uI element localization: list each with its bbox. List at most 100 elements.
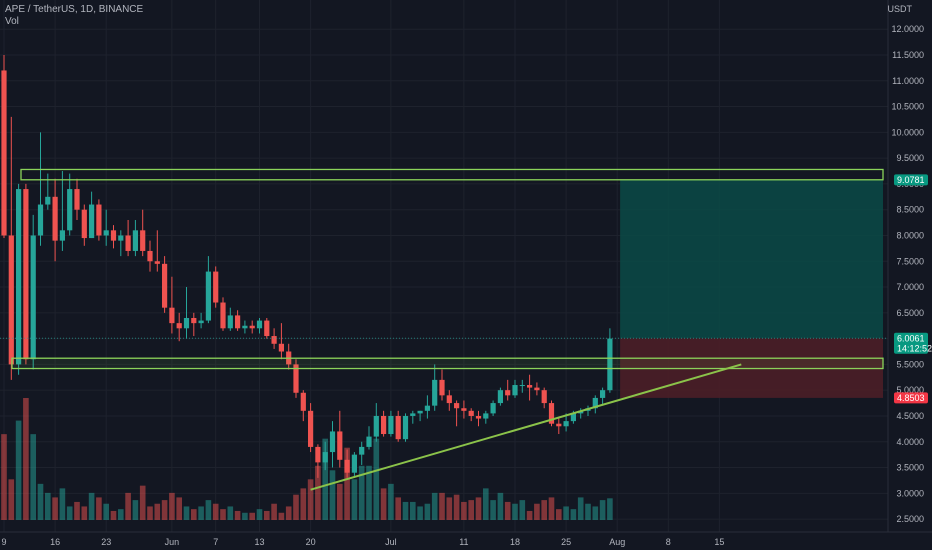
candle-body bbox=[424, 405, 430, 411]
volume-bar bbox=[285, 506, 292, 520]
take-profit-badge-text: 9.0781 bbox=[897, 175, 925, 185]
time-tick-label: Aug bbox=[609, 537, 625, 547]
candle-body bbox=[140, 230, 146, 251]
volume-bar bbox=[410, 501, 416, 520]
volume-bar bbox=[110, 510, 117, 520]
price-tick-label: 11.0000 bbox=[892, 76, 924, 86]
volume-bar bbox=[52, 497, 58, 520]
volume-bar bbox=[490, 500, 496, 520]
candle-body bbox=[278, 343, 284, 352]
horizontal-zones[interactable] bbox=[0, 168, 888, 370]
time-tick-label: 25 bbox=[561, 537, 571, 547]
price-tick-label: 2.5000 bbox=[896, 514, 924, 524]
candle-body bbox=[395, 415, 401, 440]
symbol-title[interactable]: APE / TetherUS, 1D, BINANCE bbox=[5, 4, 144, 15]
time-tick-label: 11 bbox=[459, 537, 468, 547]
candle-body bbox=[37, 204, 44, 236]
candle-body bbox=[96, 204, 102, 236]
volume-bar bbox=[329, 470, 336, 520]
candle-body bbox=[570, 413, 576, 422]
candle-body bbox=[417, 410, 423, 414]
long-position-tool[interactable] bbox=[620, 179, 883, 398]
volume-indicator-label[interactable]: Vol bbox=[5, 16, 19, 27]
trendline[interactable] bbox=[310, 363, 742, 491]
volume-bar bbox=[198, 506, 204, 520]
candle-body bbox=[249, 325, 255, 329]
volume-bar bbox=[191, 509, 197, 520]
volume-bar bbox=[322, 438, 328, 520]
volume-bars bbox=[1, 398, 613, 520]
price-tick-label: 4.5000 bbox=[896, 411, 924, 421]
candle-body bbox=[366, 436, 372, 447]
volume-bar bbox=[344, 447, 350, 520]
volume-bar bbox=[592, 506, 599, 520]
price-axis[interactable]: 12.0000 11.5000 11.0000 10.5000 10.0000 9.500… bbox=[891, 24, 924, 524]
time-tick-label: 8 bbox=[666, 537, 671, 547]
take-profit-badge-bg bbox=[894, 174, 928, 186]
volume-bar bbox=[293, 494, 299, 520]
volume-bar bbox=[453, 494, 460, 520]
last-price-badge-bg bbox=[894, 332, 928, 354]
volume-bar bbox=[337, 483, 343, 520]
time-axis[interactable]: 9 16 23 Jun 7 13 20 Jul 11 18 25 Aug 8 15 bbox=[1, 537, 724, 547]
candle-body bbox=[315, 446, 321, 463]
volume-bar bbox=[103, 503, 109, 520]
price-tick-label: 12.0000 bbox=[891, 24, 924, 34]
price-tick-label: 5.0000 bbox=[896, 385, 924, 395]
candle-body bbox=[461, 408, 467, 411]
candle-body bbox=[519, 385, 525, 387]
volume-bar bbox=[351, 479, 358, 520]
volume-bar bbox=[234, 510, 241, 520]
candle-body bbox=[497, 390, 503, 404]
volume-bar bbox=[264, 510, 270, 520]
price-tick-label: 4.0000 bbox=[896, 437, 924, 447]
time-tick-label: 9 bbox=[1, 537, 6, 547]
volume-bar bbox=[147, 506, 153, 520]
candle-body bbox=[213, 271, 219, 303]
volume-bar bbox=[220, 509, 226, 520]
ascending-trendline bbox=[310, 363, 742, 491]
volume-bar bbox=[205, 500, 212, 520]
volume-bar bbox=[395, 497, 401, 520]
candle-body bbox=[527, 385, 533, 388]
stop-loss-badge-text: 4.8503 bbox=[897, 393, 925, 403]
volume-bar bbox=[96, 497, 102, 520]
candle-body bbox=[454, 403, 460, 409]
candle-body bbox=[563, 421, 569, 427]
candle-body bbox=[16, 189, 22, 365]
candle-body bbox=[132, 230, 138, 251]
price-tick-label: 7.0000 bbox=[896, 282, 924, 292]
candle-body bbox=[607, 338, 613, 391]
candle-body bbox=[505, 390, 511, 396]
candle-body bbox=[67, 189, 73, 231]
candle-body bbox=[329, 431, 336, 453]
candle-body bbox=[52, 196, 58, 241]
volume-bar bbox=[497, 492, 504, 520]
price-tick-label: 6.5000 bbox=[896, 308, 924, 318]
volume-bar bbox=[431, 492, 438, 520]
candle-body bbox=[81, 209, 87, 239]
volume-bar bbox=[388, 483, 394, 520]
candle-body bbox=[293, 364, 299, 393]
candle-body bbox=[45, 196, 51, 205]
price-tick-label: 8.0000 bbox=[896, 230, 924, 240]
candle-body bbox=[242, 325, 248, 329]
candle-body bbox=[169, 307, 175, 324]
candle-body bbox=[490, 403, 496, 414]
volume-bar bbox=[227, 506, 234, 520]
volume-bar bbox=[8, 479, 15, 520]
candle-body bbox=[308, 410, 314, 447]
volume-bar bbox=[278, 512, 285, 520]
volume-bar bbox=[183, 506, 190, 520]
time-tick-label: 7 bbox=[213, 537, 218, 547]
volume-bar bbox=[242, 512, 248, 520]
candle-body bbox=[381, 415, 387, 435]
volume-bar bbox=[256, 509, 263, 520]
support-zone bbox=[11, 357, 884, 370]
price-tick-label: 11.5000 bbox=[892, 50, 924, 60]
volume-bar bbox=[607, 498, 613, 520]
volume-bar bbox=[315, 465, 321, 520]
candle-body bbox=[118, 235, 124, 241]
